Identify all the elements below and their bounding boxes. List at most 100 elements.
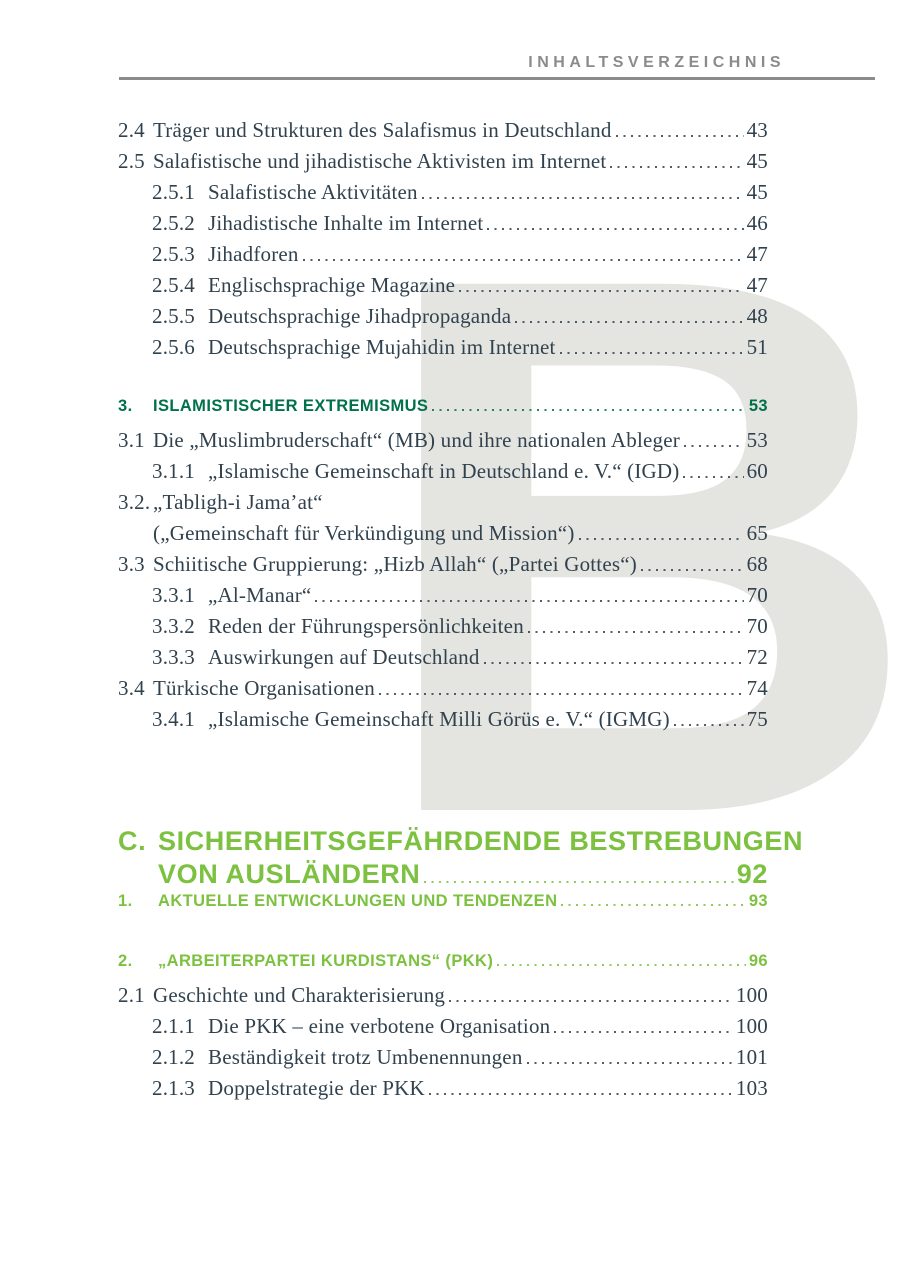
- dotted-leader: [683, 476, 744, 478]
- toc-entry-title: Türkische Organisationen: [153, 676, 375, 700]
- toc-part-heading-continuation: VON AUSLÄNDERN 92: [118, 859, 768, 892]
- toc-part-heading: C. SICHERHEITSGEFÄHRDENDE BESTREBUNGEN: [118, 826, 802, 859]
- toc-entry: 3.4.1 „Islamische Gemeinschaft Milli Gör…: [118, 707, 768, 738]
- toc-section-heading: 2. „ARBEITERPARTEI KURDISTANS“ (PKK) 96: [118, 952, 768, 983]
- toc-entry-title: „Islamische Gemeinschaft Milli Görüs e. …: [208, 707, 670, 731]
- page-number: 70: [746, 614, 768, 638]
- toc-entry-number: 2.5.5: [152, 304, 195, 328]
- page-number: 47: [746, 242, 768, 266]
- toc-entry: 2.1.1 Die PKK – eine verbotene Organisat…: [118, 1014, 768, 1045]
- spacer: [118, 366, 768, 397]
- page-number: 74: [746, 676, 768, 700]
- toc-entry: 2.5.1 Salafistische Aktivitäten 45: [118, 180, 768, 211]
- toc-entry-title: Deutschsprachige Mujahidin im Internet: [208, 335, 556, 359]
- toc-entry: 3.3.3 Auswirkungen auf Deutschland 72: [118, 645, 768, 676]
- toc-entry-number: 2.5.4: [152, 273, 195, 297]
- toc-entry-number: 2.5.3: [152, 242, 195, 266]
- page-number: 45: [746, 180, 768, 204]
- toc-entry-number: 3.1.1: [152, 459, 195, 483]
- page-number: 60: [746, 459, 768, 483]
- toc-entry-title: „Tabligh-i Jama’at“: [153, 490, 323, 514]
- page-number: 92: [736, 859, 768, 889]
- dotted-leader: [554, 1031, 733, 1033]
- toc-entry-title: Deutschsprachige Jihadpropaganda: [208, 304, 512, 328]
- page-number: 51: [746, 335, 768, 359]
- dotted-leader: [578, 538, 744, 540]
- toc-entry-continuation: („Gemeinschaft für Verkündigung und Miss…: [118, 521, 768, 552]
- toc-entry-number: 2.4: [118, 118, 145, 142]
- page-number: 100: [735, 1014, 768, 1038]
- dotted-leader: [673, 724, 744, 726]
- page-number: 53: [746, 428, 768, 452]
- dotted-leader: [421, 197, 744, 199]
- dotted-leader: [459, 290, 744, 292]
- spacer: [118, 923, 768, 952]
- toc-entry-title: („Gemeinschaft für Verkündigung und Miss…: [153, 521, 575, 545]
- toc-entry: 2.1.2 Beständigkeit trotz Umbenennungen …: [118, 1045, 768, 1076]
- toc-entry-title: ISLAMISTISCHER EXTREMISMUS: [153, 397, 429, 415]
- toc-entry: 3.1 Die „Muslimbruderschaft“ (MB) und ih…: [118, 428, 768, 459]
- dotted-leader: [315, 600, 744, 602]
- toc-entry: 2.5.4 Englischsprachige Magazine 47: [118, 273, 768, 304]
- dotted-leader: [610, 166, 744, 168]
- toc-entry-title: „Islamische Gemeinschaft in Deutschland …: [208, 459, 680, 483]
- toc-chapter-heading: 3. ISLAMISTISCHER EXTREMISMUS 53: [118, 397, 768, 428]
- page-number: 46: [746, 211, 768, 235]
- toc-entry-number: 3.4.1: [152, 707, 195, 731]
- dotted-leader: [527, 631, 744, 633]
- dotted-leader: [559, 352, 744, 354]
- toc-entry: 3.4 Türkische Organisationen 74: [118, 676, 768, 707]
- page-number: 45: [746, 149, 768, 173]
- page-number: 68: [746, 552, 768, 576]
- dotted-leader: [683, 445, 744, 447]
- page-number: 53: [748, 397, 768, 415]
- dotted-leader: [497, 964, 746, 966]
- toc-entry-title: Beständigkeit trotz Umbenennungen: [208, 1045, 523, 1069]
- toc-entry: 3.3.1 „Al-Manar“ 70: [118, 583, 768, 614]
- dotted-leader: [487, 228, 744, 230]
- dotted-leader: [302, 259, 744, 261]
- toc-entry: 2.1.3 Doppelstrategie der PKK 103: [118, 1076, 768, 1107]
- dotted-leader: [378, 693, 744, 695]
- toc-entry: 2.5.3 Jihadforen 47: [118, 242, 768, 273]
- toc-entry: 3.3.2 Reden der Führungspersönlichkeiten…: [118, 614, 768, 645]
- toc-entry-title: Auswirkungen auf Deutschland: [208, 645, 480, 669]
- page-header-title: INHALTSVERZEICHNIS: [528, 54, 785, 71]
- page-number: 43: [746, 118, 768, 142]
- page-number: 100: [735, 983, 768, 1007]
- toc-entry-number: 2.5.1: [152, 180, 195, 204]
- toc-entry-title: AKTUELLE ENTWICKLUNGEN UND TENDENZEN: [158, 892, 558, 910]
- toc-entry-title: Salafistische und jihadistische Aktivist…: [153, 149, 607, 173]
- toc-entry-number: 3.: [118, 397, 133, 415]
- page-number: 93: [748, 892, 768, 910]
- dotted-leader: [432, 409, 746, 411]
- page-number: 103: [735, 1076, 768, 1100]
- toc-entry-title: Jihadistische Inhalte im Internet: [208, 211, 484, 235]
- dotted-leader: [515, 321, 744, 323]
- toc-entry-number: 2.1.2: [152, 1045, 195, 1069]
- spacer: [118, 738, 768, 826]
- toc-entry-number: 3.2.: [118, 490, 151, 514]
- toc-entry-number: 2.5.6: [152, 335, 195, 359]
- toc-entry-number: 3.1: [118, 428, 145, 452]
- dotted-leader: [428, 1093, 733, 1095]
- toc-entry-title: VON AUSLÄNDERN: [158, 859, 421, 889]
- toc-entry-number: 2.1.1: [152, 1014, 195, 1038]
- toc-entry-number: C.: [118, 826, 147, 856]
- dotted-leader: [640, 569, 744, 571]
- toc-entry: 2.1 Geschichte und Charakterisierung 100: [118, 983, 768, 1014]
- dotted-leader: [615, 135, 744, 137]
- dotted-leader: [561, 904, 746, 906]
- toc-entry-number: 2.1.3: [152, 1076, 195, 1100]
- toc-entry-title: Die PKK – eine verbotene Organisation: [208, 1014, 551, 1038]
- toc-entry-title: Englischsprachige Magazine: [208, 273, 456, 297]
- toc-entry-number: 3.3: [118, 552, 145, 576]
- toc-entry: 3.3 Schiitische Gruppierung: „Hizb Allah…: [118, 552, 768, 583]
- toc-entry-title: SICHERHEITSGEFÄHRDENDE BESTREBUNGEN: [158, 826, 804, 856]
- dotted-leader: [424, 881, 734, 883]
- toc-entry-number: 2.5.2: [152, 211, 195, 235]
- header-rule: [119, 77, 875, 80]
- toc-entry-title: Reden der Führungspersönlichkeiten: [208, 614, 524, 638]
- dotted-leader: [483, 662, 744, 664]
